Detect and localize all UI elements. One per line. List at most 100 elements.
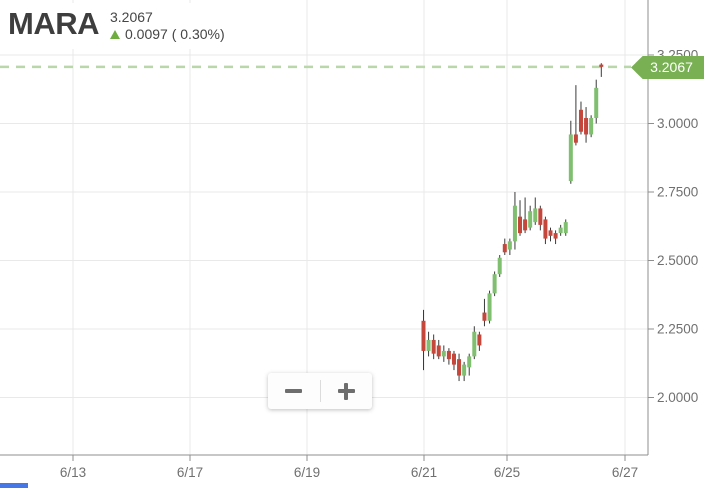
candle-body xyxy=(538,208,543,225)
candle xyxy=(436,339,441,360)
up-arrow-icon xyxy=(110,30,120,40)
candle-body xyxy=(568,134,573,182)
y-axis-label: 2.7500 xyxy=(657,185,698,200)
candle-body xyxy=(528,211,533,228)
candle-body xyxy=(426,339,431,351)
candle xyxy=(451,350,456,371)
candle xyxy=(472,326,477,360)
price-change: 0.0097 ( 0.30%) xyxy=(125,25,225,42)
candlesticks xyxy=(421,63,604,382)
zoom-controls xyxy=(268,373,372,409)
candle-body xyxy=(431,339,436,354)
zoom-divider xyxy=(319,380,321,402)
candle-body xyxy=(589,118,594,135)
candle-body xyxy=(578,109,583,132)
last-price: 3.2067 xyxy=(110,9,153,25)
ticker-symbol: MARA xyxy=(8,6,100,41)
candle xyxy=(421,309,426,371)
scrollbar-fragment[interactable] xyxy=(0,483,28,488)
candle xyxy=(487,290,492,324)
candle-body xyxy=(518,216,523,234)
candle-body xyxy=(487,293,492,321)
candle-body xyxy=(472,331,477,357)
candle-body xyxy=(497,257,502,275)
quote-values: 3.2067 0.0097 ( 0.30%) xyxy=(110,7,225,43)
candle-body xyxy=(573,134,578,143)
candle xyxy=(558,224,563,236)
candle xyxy=(512,192,517,250)
candle xyxy=(538,205,543,231)
price-change-row: 0.0097 ( 0.30%) xyxy=(110,26,225,44)
candle-body xyxy=(457,359,462,376)
candle xyxy=(594,79,599,124)
candle xyxy=(578,101,583,135)
x-axis-label: 6/21 xyxy=(411,465,437,480)
candle-body xyxy=(492,274,497,294)
candle-body xyxy=(477,334,482,346)
candle xyxy=(528,205,533,231)
candle-body xyxy=(441,350,446,357)
x-axis-label: 6/13 xyxy=(60,465,86,480)
candle-body xyxy=(548,230,553,236)
current-price-tag-label: 3.2067 xyxy=(650,59,693,75)
candle xyxy=(462,361,467,382)
candle xyxy=(431,334,436,360)
candle-body xyxy=(543,219,548,239)
candle xyxy=(446,348,451,365)
candle-body xyxy=(594,87,599,119)
candle xyxy=(589,115,594,138)
x-axis-label: 6/27 xyxy=(612,465,638,480)
candle xyxy=(568,120,573,184)
candle-body xyxy=(462,364,467,376)
candle-body xyxy=(446,350,451,360)
y-axis-label: 3.0000 xyxy=(657,116,698,131)
candle xyxy=(533,197,538,225)
x-axis-label: 6/17 xyxy=(177,465,203,480)
candle-body xyxy=(482,312,487,321)
candle-body xyxy=(533,208,538,223)
candle-body xyxy=(451,353,456,365)
candle xyxy=(573,85,578,146)
candle xyxy=(497,255,502,277)
y-axis-label: 2.5000 xyxy=(657,253,698,268)
zoom-out-button[interactable] xyxy=(268,373,320,409)
candle xyxy=(584,107,589,143)
candle-body xyxy=(512,205,517,242)
candle xyxy=(523,197,528,234)
candle xyxy=(477,331,482,351)
quote-header: MARA 3.2067 0.0097 ( 0.30%) xyxy=(0,3,243,50)
zoom-in-button[interactable] xyxy=(321,373,373,409)
y-axis-label: 2.0000 xyxy=(657,390,698,405)
candle xyxy=(502,238,507,256)
candle-body xyxy=(523,219,528,231)
candle xyxy=(467,353,472,376)
candle-body xyxy=(502,244,507,253)
candle-body xyxy=(421,320,426,351)
plus-icon xyxy=(337,382,355,400)
candle-body xyxy=(467,356,472,368)
y-axis-label: 2.2500 xyxy=(657,322,698,337)
candle xyxy=(492,271,497,297)
candle xyxy=(599,63,604,77)
candle xyxy=(548,227,553,242)
candle xyxy=(563,219,568,236)
minus-icon xyxy=(285,389,303,393)
candle-body xyxy=(553,233,558,239)
candle-body xyxy=(436,345,441,357)
candle xyxy=(553,230,558,245)
candle-body xyxy=(599,64,604,67)
candle-body xyxy=(507,241,512,250)
candle xyxy=(543,216,548,245)
x-axis-label: 6/25 xyxy=(494,465,520,480)
candle-body xyxy=(584,118,589,135)
candle xyxy=(441,345,446,362)
candle-body xyxy=(558,227,563,234)
candle xyxy=(457,353,462,382)
candle-body xyxy=(563,222,568,234)
candle xyxy=(426,331,431,357)
axis-labels: 3.25003.00002.75002.50002.25002.00006/13… xyxy=(60,48,698,481)
x-axis-label: 6/19 xyxy=(294,465,320,480)
current-price-tag: 3.2067 xyxy=(631,56,704,79)
